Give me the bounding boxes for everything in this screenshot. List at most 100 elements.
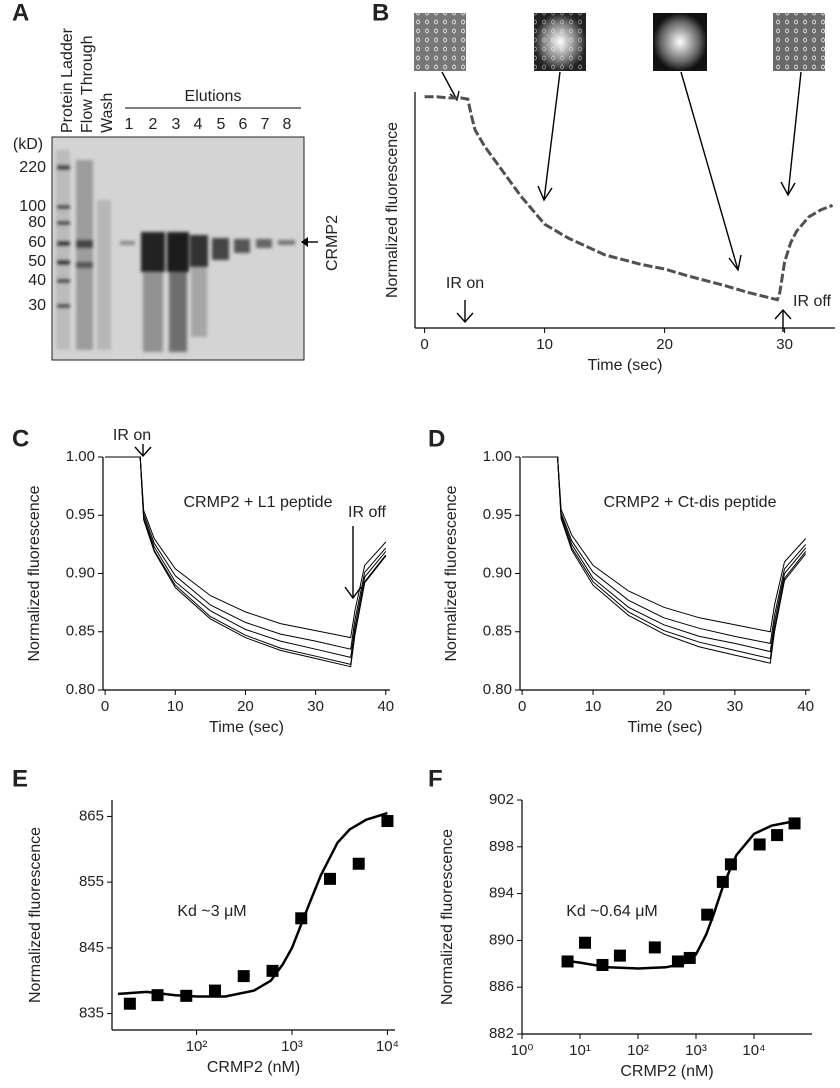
annotation: CRMP2 + Ct-dis peptide [604,494,777,511]
data-line [117,811,388,998]
x-axis-label: CRMP2 (nM) [207,1059,300,1076]
data-point [579,936,592,949]
x-axis-label: Time (sec) [209,719,284,736]
chart: 0 10 20 30 40 1.00 0.95 0.90 0.85 0.80 C Time (sec)… [12,425,394,736]
arrow [780,71,802,197]
elution-number: 5 [217,116,226,133]
y-axis-label: Normalized fluorescence [27,827,44,1003]
annotation: Kd ~3 μM [177,903,246,920]
arrow [680,71,742,272]
panel-label: C [12,425,29,452]
x-tick-label: 0 [420,336,428,353]
x-tick-label: 30 [726,698,743,715]
data-line [105,456,387,666]
chart: 0 10 20 30 B Time (sec) Normalized fluorescenc… [372,0,835,374]
x-tick-label: 20 [656,336,673,353]
data-point [352,857,365,870]
data-point [323,872,336,885]
inset-dots [773,13,825,71]
y-tick-label: 886 [489,978,514,995]
marker-label: 220 [19,159,46,176]
y-tick-label: 0.85 [66,623,95,640]
inset [653,13,707,71]
x-tick-label: 40 [797,698,814,715]
band-arrow-head [301,237,308,247]
data-line [105,456,387,668]
x-tick-label: 20 [656,698,673,715]
marker-label: 60 [28,234,46,251]
x-tick-label: 0 [518,698,526,715]
data-point [381,815,394,828]
annotation: IR on [113,427,151,444]
data-line [522,456,807,653]
elution-number: 8 [283,116,292,133]
panel-label: B [372,0,389,26]
data-line [522,456,807,633]
data-point [724,858,737,871]
x-tick-label: 10 [536,336,553,353]
annotation: CRMP2 + L1 peptide [184,494,333,511]
x-tick-label: 20 [237,698,254,715]
y-axis-label: Normalized fluorescence [26,485,43,661]
y-tick-label: 0.90 [66,564,95,581]
annotation: IR on [446,275,484,292]
marker-label: 100 [19,198,46,215]
arrow [134,444,152,458]
x-tick-label: 10 [167,698,184,715]
data-point [266,964,279,977]
elution-number: 2 [149,116,158,133]
inset-dots [414,13,466,71]
y-tick-label: 0.80 [66,681,95,698]
y-tick-label: 894 [489,885,514,902]
data-line [522,456,807,660]
arrow [456,300,474,324]
annotation: Kd ~0.64 μM [566,903,658,920]
lane-label: Wash [99,93,116,133]
data-point [123,997,136,1010]
data-point [648,941,661,954]
arrow [344,526,362,600]
y-tick-label: 0.90 [483,564,512,581]
arrow [537,71,561,202]
y-tick-label: 0.85 [483,623,512,640]
elution-number: 3 [172,116,181,133]
x-tick-label: 40 [377,698,394,715]
x-tick-label: 10 [585,698,602,715]
panel-label: D [428,425,445,452]
band-label: CRMP2 [324,215,341,271]
marker-label: 40 [28,272,46,289]
y-axis-label: Normalized fluorescence [439,829,456,1005]
data-line [105,456,387,650]
data-point [561,955,574,968]
x-tick-label: 10⁴ [376,1038,399,1055]
elution-number: 1 [125,116,134,133]
lane-label: Protein Ladder [59,27,76,133]
data-point [613,949,626,962]
y-tick-label: 845 [79,939,104,956]
x-tick-label: 10⁰ [511,1042,534,1059]
y-tick-label: 898 [489,838,514,855]
data-point [671,955,684,968]
chart: 10⁰ 10¹ 10² 10³ 10⁴ 882 886 890 894 898 902 F CRMP2 … [428,765,812,1080]
data-line [424,95,834,302]
x-tick-label: 10¹ [569,1042,591,1059]
y-tick-label: 1.00 [66,448,95,465]
data-point [716,875,729,888]
arrows [134,71,802,600]
unit-label: (kD) [13,136,43,153]
x-tick-label: 10² [186,1038,208,1055]
arrow [441,71,460,102]
y-tick-label: 865 [79,807,104,824]
lane-label: Flow Through [79,35,96,133]
x-axis-label: Time (sec) [628,719,703,736]
data-point [683,951,696,964]
y-tick-label: 882 [489,1025,514,1042]
x-tick-label: 10⁴ [742,1042,765,1059]
insets [414,13,825,71]
data-point [237,970,250,983]
y-tick-label: 1.00 [483,448,512,465]
